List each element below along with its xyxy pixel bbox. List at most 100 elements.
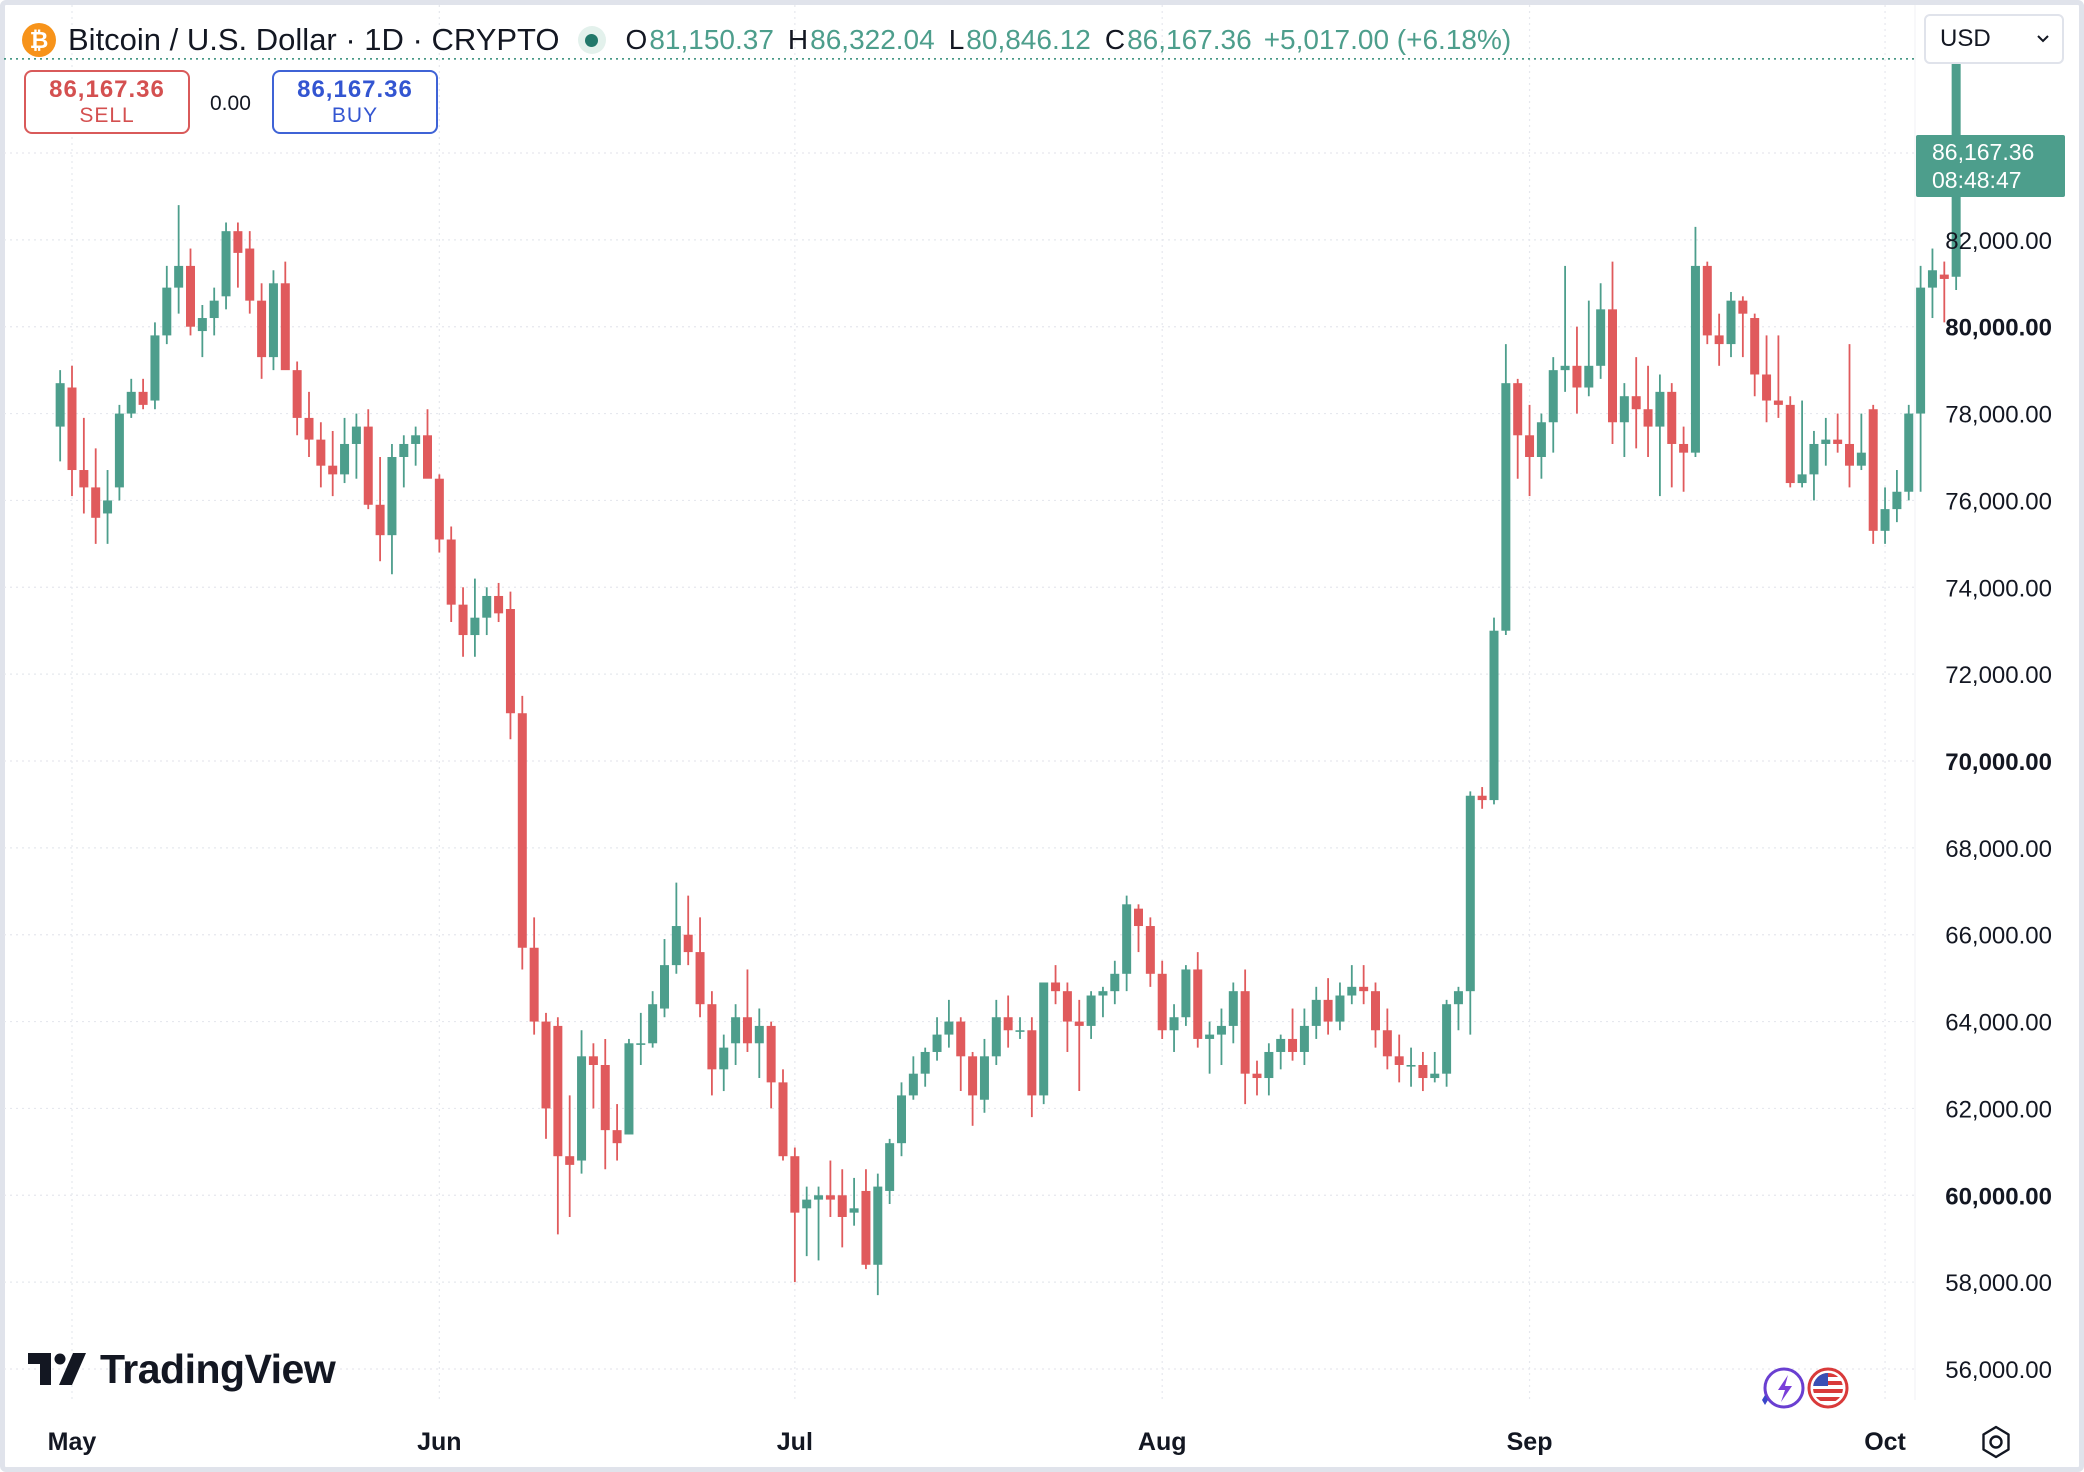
candle [1880, 487, 1890, 544]
candle-body [280, 283, 290, 371]
candle [1252, 1060, 1262, 1096]
candle-body [624, 1043, 634, 1135]
buy-button[interactable]: 86,167.36 BUY [272, 70, 438, 134]
candle [1726, 291, 1736, 358]
candle [1406, 1047, 1416, 1087]
candle-body [529, 947, 539, 1022]
close-value: 86,167.36 [1127, 24, 1252, 55]
indicator-badges[interactable] [1754, 1366, 1864, 1416]
candle [434, 474, 444, 553]
candle [1572, 326, 1582, 414]
candle [1039, 982, 1049, 1105]
candle-body [1536, 422, 1546, 457]
candle-body [1916, 287, 1926, 414]
candle-body [897, 1095, 906, 1144]
candle [1560, 265, 1570, 392]
x-tick-label: Oct [1864, 1428, 1906, 1456]
candle-body [138, 391, 148, 405]
candle-body [209, 300, 219, 319]
candle-body [1205, 1034, 1215, 1039]
candle [754, 1008, 764, 1079]
candle [1608, 261, 1617, 444]
candle-body [1608, 309, 1617, 423]
settings-icon[interactable] [1978, 1424, 2014, 1460]
candle [648, 991, 658, 1048]
candle [660, 939, 669, 1018]
candle [1453, 986, 1463, 1031]
y-tick-label: 70,000.00 [1945, 749, 2052, 776]
candle [814, 1186, 824, 1261]
candle-body [470, 617, 480, 636]
candle [1145, 917, 1155, 987]
currency-value: USD [1940, 25, 1991, 52]
candle-body [683, 934, 693, 953]
candle-body [1311, 999, 1321, 1026]
candle [245, 231, 255, 314]
candle [1062, 982, 1072, 1052]
candle-body [1074, 1021, 1084, 1026]
candle [861, 1169, 871, 1270]
candle [233, 222, 243, 288]
candle [1619, 383, 1629, 457]
candle [328, 430, 338, 497]
candle [1027, 1017, 1037, 1118]
candle-body [885, 1143, 895, 1191]
spread-value: 0.00 [210, 92, 251, 115]
candle-body [1927, 270, 1937, 288]
symbol-title[interactable]: Bitcoin / U.S. Dollar · 1D · CRYPTO [68, 22, 560, 57]
candle-body [233, 231, 243, 253]
candle-body [1015, 1030, 1025, 1032]
candle [375, 457, 385, 562]
candle-body [754, 1025, 764, 1044]
chevron-down-icon [2037, 35, 2049, 43]
candle-body [1619, 396, 1629, 423]
bitcoin-icon: ₿ [22, 23, 56, 57]
low-label: L [948, 24, 965, 55]
last-price-label: 86,167.36 08:48:47 [1916, 135, 2065, 197]
candle-body [423, 435, 432, 479]
tradingview-logo[interactable]: TradingView [28, 1346, 336, 1393]
candle [1868, 404, 1878, 544]
sell-price: 86,167.36 [49, 76, 165, 103]
candle [624, 1038, 634, 1135]
candle-body [1347, 986, 1357, 996]
candle [55, 370, 65, 462]
price-axis[interactable]: 56,000.00 58,000.00 60,000.00 62,000.00 64,0… [1945, 141, 2052, 1384]
candle [837, 1169, 847, 1248]
candle [885, 1138, 895, 1204]
candle [1110, 960, 1120, 1005]
candle [1892, 470, 1902, 523]
candle-body [1560, 365, 1570, 371]
currency-select[interactable]: USD [1924, 14, 2064, 64]
candle-body [1453, 991, 1463, 1005]
candle-body [1679, 443, 1689, 453]
candle-body [944, 1021, 954, 1035]
candle-body [1714, 335, 1724, 345]
candle [446, 526, 456, 623]
candle-body [162, 287, 172, 336]
sell-button[interactable]: 86,167.36 SELL [24, 70, 190, 134]
candle [1525, 404, 1535, 497]
candle-body [114, 413, 124, 488]
candle [1205, 1021, 1215, 1074]
last-price-value: 86,167.36 [1932, 139, 2035, 165]
candle-body [1690, 265, 1700, 453]
market-status-icon[interactable] [577, 26, 606, 54]
candle [588, 1043, 598, 1109]
candle-body [1299, 1025, 1309, 1052]
candle [1418, 1051, 1428, 1092]
candle [268, 270, 278, 371]
candle [825, 1160, 835, 1217]
lightning-icon[interactable] [1762, 1367, 1805, 1409]
candle [1086, 991, 1096, 1039]
candle-body [292, 370, 302, 418]
high-value: 86,322.04 [810, 24, 935, 55]
candle-body [1110, 973, 1120, 992]
candle-body [1335, 995, 1345, 1022]
us-flag-icon[interactable] [1807, 1367, 1849, 1409]
candle [470, 578, 480, 657]
candle-body [766, 1025, 776, 1083]
time-axis[interactable]: May Jun Jul Aug Sep Oct [48, 1428, 1907, 1456]
candle-body [174, 265, 184, 288]
